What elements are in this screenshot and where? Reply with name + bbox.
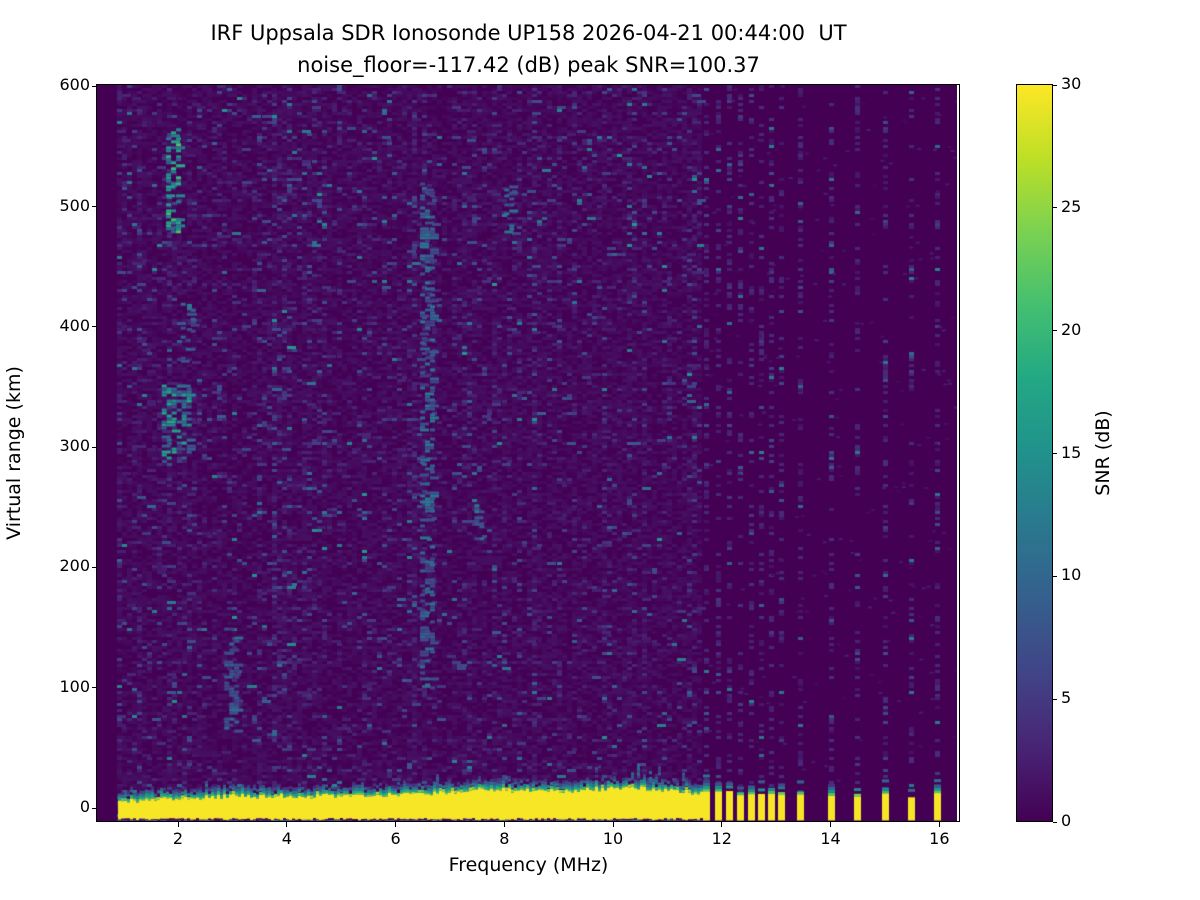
ionogram-heatmap-canvas: [97, 85, 957, 822]
y-tick-label: 400: [59, 315, 90, 335]
x-tick-label: 10: [602, 829, 624, 848]
y-tick-mark: [92, 85, 97, 87]
y-tick-label: 600: [59, 75, 90, 95]
colorbar-tick-mark: [1053, 330, 1057, 332]
y-tick-mark: [92, 566, 97, 568]
x-tick-mark: [830, 822, 832, 827]
x-tick-label: 2: [172, 829, 184, 848]
colorbar-tick-mark: [1053, 453, 1057, 454]
x-tick-label: 14: [820, 829, 841, 848]
x-tick-mark: [721, 822, 723, 827]
x-tick-label: 12: [711, 829, 732, 848]
colorbar-tick-label: 30: [1061, 74, 1082, 93]
x-tick-mark: [177, 822, 179, 827]
x-tick-mark: [286, 822, 288, 827]
x-tick-mark: [395, 822, 397, 827]
y-tick-label: 0: [79, 797, 90, 817]
colorbar-tick-label: 5: [1061, 688, 1072, 708]
colorbar-label: SNR (dB): [1092, 410, 1114, 496]
colorbar-tick-mark: [1053, 698, 1057, 700]
colorbar-tick-label: 10: [1061, 565, 1082, 585]
chart-title-block: IRF Uppsala SDR Ionosonde UP158 2026-04-…: [97, 17, 960, 81]
y-tick-mark: [92, 206, 97, 207]
chart-subtitle: noise_floor=-117.42 (dB) peak SNR=100.37: [297, 53, 760, 77]
colorbar-tick-label: 20: [1061, 319, 1082, 339]
y-tick-label: 300: [59, 436, 90, 456]
colorbar-tick-label: 0: [1061, 811, 1072, 830]
x-tick-label: 16: [929, 829, 950, 848]
x-tick-mark: [938, 822, 940, 827]
x-tick-mark: [612, 822, 614, 827]
colorbar-tick-mark: [1053, 575, 1057, 577]
colorbar-tick-mark: [1053, 84, 1057, 86]
y-tick-mark: [92, 807, 97, 809]
y-tick-mark: [92, 326, 97, 328]
x-tick-mark: [503, 822, 505, 827]
y-axis-label: Virtual range (km): [3, 366, 25, 540]
colorbar-tick-label: 25: [1061, 196, 1082, 216]
x-tick-label: 8: [499, 829, 510, 848]
colorbar: [1016, 84, 1053, 822]
y-tick-label: 500: [59, 195, 90, 215]
colorbar-tick-mark: [1053, 821, 1057, 823]
colorbar-tick-mark: [1053, 207, 1057, 209]
y-tick-label: 200: [59, 556, 90, 576]
y-tick-label: 100: [59, 676, 90, 696]
chart-title: IRF Uppsala SDR Ionosonde UP158 2026-04-…: [210, 21, 847, 45]
y-tick-mark: [92, 687, 97, 689]
x-axis-label: Frequency (MHz): [448, 854, 609, 876]
colorbar-tick-label: 15: [1061, 442, 1082, 462]
x-tick-label: 6: [390, 829, 401, 848]
x-tick-label: 4: [281, 829, 292, 848]
y-tick-mark: [92, 446, 97, 448]
